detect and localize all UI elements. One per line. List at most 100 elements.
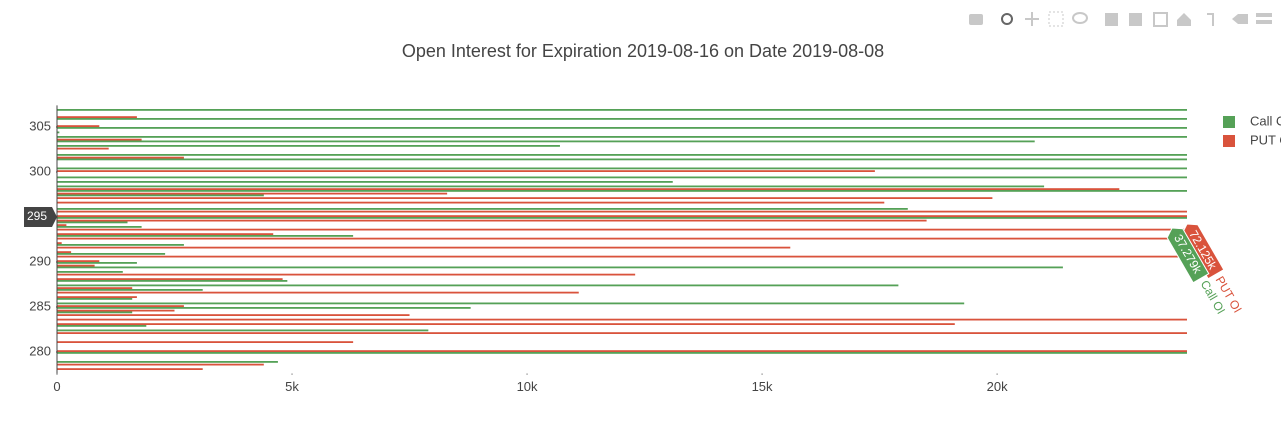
legend-swatch (1223, 116, 1235, 128)
x-tick-label: 10k (517, 379, 538, 394)
bar (57, 289, 203, 291)
bar (57, 156, 184, 159)
bar (57, 264, 95, 267)
bar (57, 255, 1187, 258)
bar (57, 208, 908, 210)
bar (57, 109, 1187, 111)
bar (57, 309, 175, 312)
bar (57, 311, 133, 314)
bar (57, 228, 1187, 231)
hover-tag-box (1166, 227, 1210, 284)
bar (57, 136, 1187, 138)
bar (57, 219, 927, 222)
y-tick-label: 290 (29, 253, 51, 268)
bar (57, 332, 1187, 334)
camera-icon[interactable] (969, 14, 983, 25)
bar (57, 278, 283, 280)
bar (57, 323, 955, 325)
bar (57, 190, 1187, 192)
y-tick-label: 305 (29, 118, 51, 133)
bar (57, 341, 354, 343)
y-tick-label: 300 (29, 163, 51, 178)
spike-icon[interactable] (1207, 13, 1214, 26)
legend-label: Call OI (1250, 113, 1281, 128)
bar (57, 194, 264, 197)
bar (57, 127, 1187, 129)
bar (57, 363, 264, 366)
autoscale-icon[interactable] (1153, 12, 1168, 27)
bar (57, 244, 184, 246)
bar (57, 273, 636, 276)
bar (57, 246, 791, 249)
x-tick-label: 0 (53, 379, 60, 394)
bar (57, 210, 1187, 213)
bar (57, 235, 354, 237)
bar (57, 188, 1120, 190)
zoom-icon[interactable] (1001, 13, 1013, 25)
bar (57, 118, 1187, 120)
hover-label: 295 (27, 209, 47, 223)
bar (57, 262, 137, 264)
bar (57, 217, 1187, 219)
bar (57, 131, 60, 134)
hover-compare-icon[interactable] (1256, 20, 1272, 24)
bar (57, 233, 274, 235)
reset-icon[interactable] (1177, 13, 1191, 26)
bar (57, 242, 62, 244)
bar (57, 226, 142, 228)
bar (57, 307, 471, 309)
zoom-in-icon[interactable] (1105, 13, 1118, 26)
bar (57, 266, 1063, 269)
bar (57, 185, 1045, 188)
bar (57, 192, 448, 195)
toolbar (969, 11, 1272, 27)
legend: Call OI PUT OI (1223, 113, 1281, 147)
bar (57, 368, 203, 370)
bar (57, 291, 579, 294)
bar (57, 221, 128, 224)
bar (57, 305, 184, 307)
bar (57, 237, 1187, 240)
bar (57, 167, 1187, 170)
bar (57, 271, 123, 273)
y-tick-label: 280 (29, 343, 51, 358)
bar (57, 260, 100, 262)
bar (57, 329, 429, 332)
bar (57, 284, 899, 287)
bar (57, 140, 1035, 143)
zoom-out-icon[interactable] (1129, 13, 1142, 26)
bar (57, 253, 166, 255)
legend-swatch (1223, 135, 1235, 147)
x-tick-label: 5k (285, 379, 299, 394)
bar (57, 116, 137, 118)
bar (57, 251, 72, 253)
hover-box (24, 207, 57, 227)
bar (57, 296, 137, 298)
bar (57, 224, 67, 226)
bar (57, 138, 142, 141)
bar (57, 287, 133, 289)
hover-compare-icon[interactable] (1256, 13, 1272, 17)
legend-label: PUT OI (1250, 132, 1281, 147)
lasso-icon[interactable] (1072, 12, 1088, 24)
bar (57, 170, 875, 172)
pan-icon[interactable] (1025, 12, 1039, 26)
box-select-icon[interactable] (1048, 11, 1064, 27)
bar (57, 145, 560, 147)
x-tick-label: 15k (752, 379, 773, 394)
hover-closest-icon[interactable] (1232, 14, 1248, 24)
bar (57, 215, 1187, 217)
bar (57, 154, 1187, 156)
bar (57, 147, 109, 150)
bar (57, 350, 1187, 352)
bar (57, 314, 410, 316)
bar (57, 302, 965, 305)
y-tick-label: 285 (29, 298, 51, 313)
bar (57, 125, 100, 127)
bar (57, 318, 1187, 321)
bar (57, 158, 1187, 161)
bars (57, 109, 1187, 370)
bar (57, 352, 1187, 354)
